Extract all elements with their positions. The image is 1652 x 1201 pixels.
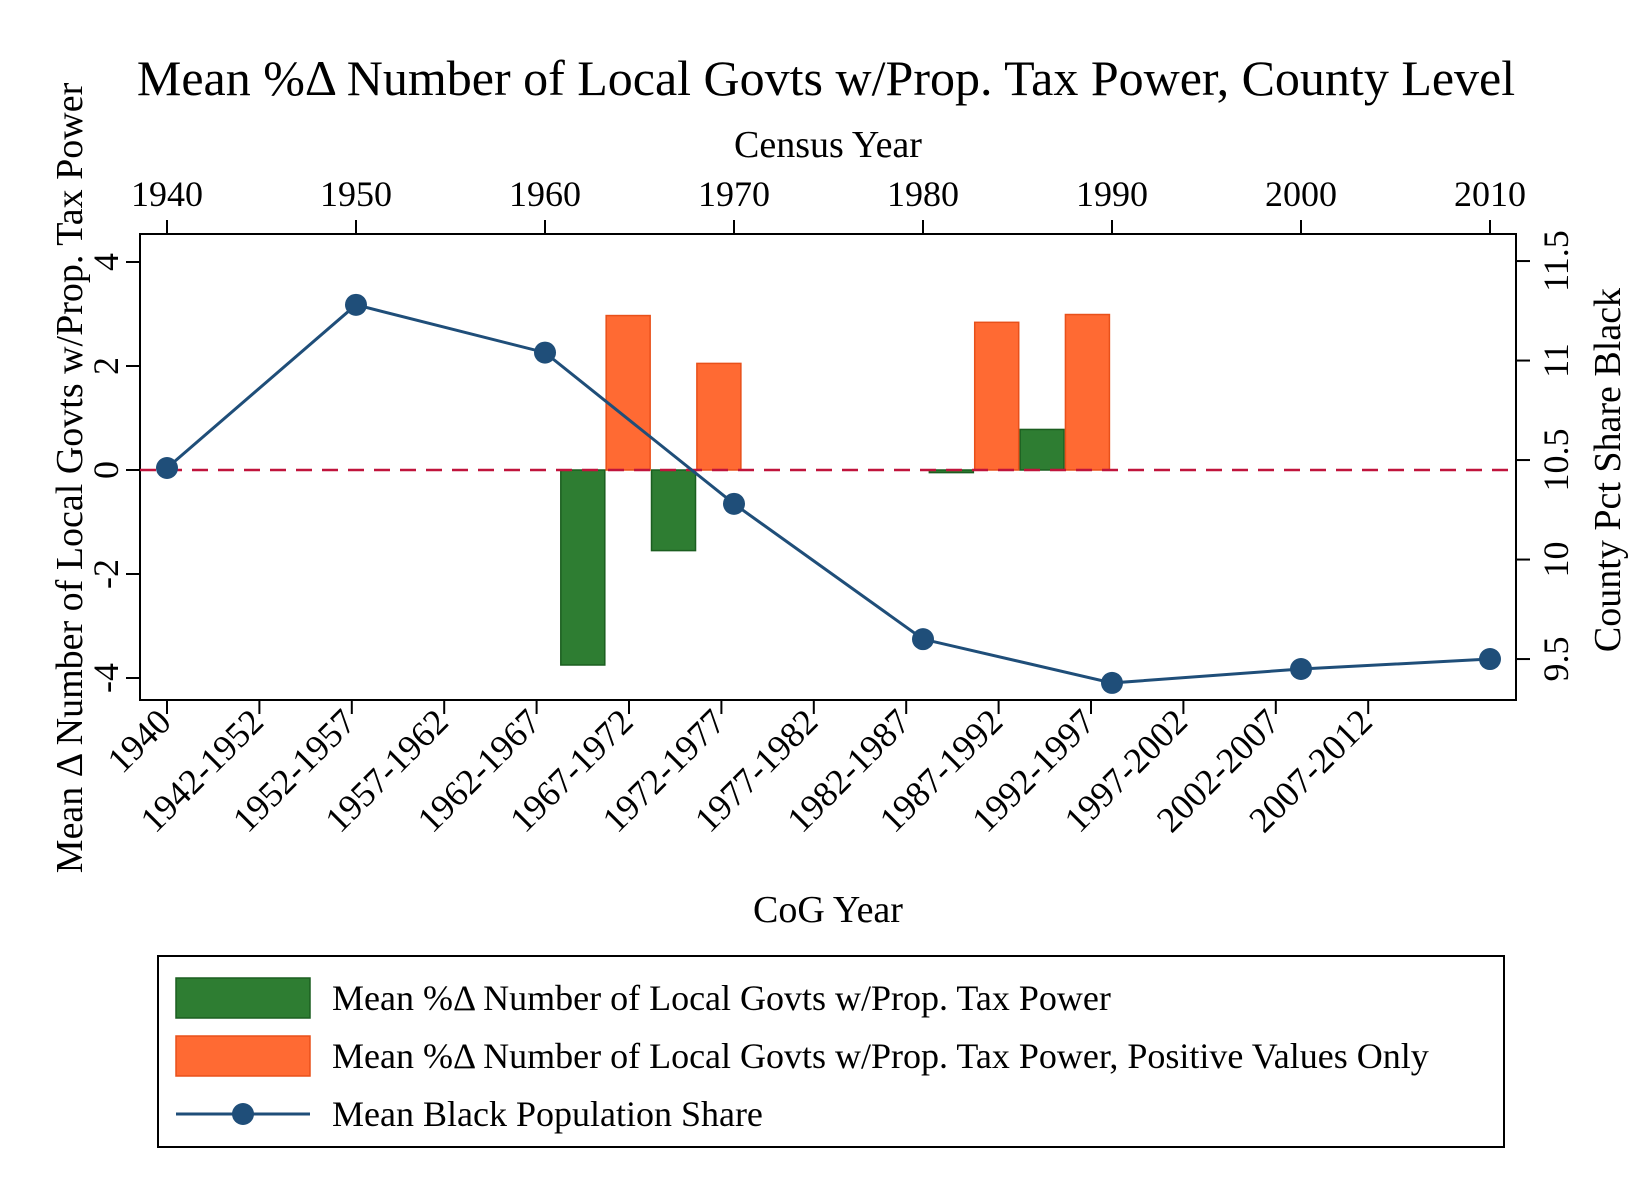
left-axis-title: Mean Δ Number of Local Govts w/Prop. Tax… xyxy=(49,82,91,873)
bar-orange xyxy=(1064,313,1111,471)
line-point xyxy=(1290,658,1312,680)
bar-orange xyxy=(605,314,651,471)
legend-box xyxy=(157,955,1505,1148)
left-axis-ticks: -4 -2 0 2 4 xyxy=(86,253,140,693)
left-tick-label: -2 xyxy=(86,559,126,589)
left-tick-label: 4 xyxy=(86,253,126,271)
bar-green xyxy=(1019,428,1065,471)
line-point xyxy=(723,492,745,515)
line-point xyxy=(1101,671,1123,694)
top-tick-label: 2010 xyxy=(1454,174,1526,214)
line-point xyxy=(345,293,367,316)
black-share-line-series xyxy=(156,293,1501,694)
right-tick-label: 9.5 xyxy=(1536,637,1576,682)
right-axis-title: County Pct Share Black xyxy=(1587,288,1629,652)
right-tick-label: 10.5 xyxy=(1536,429,1576,492)
bar-orange xyxy=(696,362,742,471)
bars-orange-series xyxy=(605,313,1111,471)
line-point xyxy=(912,628,934,651)
right-tick-label: 11 xyxy=(1536,343,1576,378)
line-point xyxy=(156,457,178,480)
legend-label: Mean Black Population Share xyxy=(332,1094,763,1134)
legend-label: Mean %Δ Number of Local Govts w/Prop. Ta… xyxy=(332,978,1111,1018)
top-tick-label: 2000 xyxy=(1265,174,1337,214)
left-tick-label: 0 xyxy=(86,461,126,479)
left-tick-label: -4 xyxy=(86,663,126,693)
bar-green xyxy=(560,469,606,666)
line-point xyxy=(1479,648,1501,671)
right-tick-label: 10 xyxy=(1536,542,1576,578)
legend: Mean %Δ Number of Local Govts w/Prop. Ta… xyxy=(175,977,1429,1134)
right-axis-ticks: 9.5 10 10.5 11 11.5 xyxy=(1516,230,1576,682)
bottom-axis-ticks: 19401942-19521952-19571957-19621962-1967… xyxy=(99,700,1380,840)
legend-swatch-green xyxy=(175,977,311,1019)
bar-green xyxy=(650,469,697,552)
bar-orange xyxy=(973,321,1020,471)
plot-frame xyxy=(139,233,1517,701)
top-axis-ticks: 1940 1950 1960 1970 1980 1990 2000 2010 xyxy=(131,174,1526,234)
top-tick-label: 1940 xyxy=(131,174,203,214)
legend-label: Mean %Δ Number of Local Govts w/Prop. Ta… xyxy=(332,1036,1429,1076)
top-tick-label: 1960 xyxy=(509,174,581,214)
top-tick-label: 1980 xyxy=(887,174,959,214)
x-axis-title: CoG Year xyxy=(753,889,903,931)
top-tick-label: 1950 xyxy=(320,174,392,214)
legend-swatch-orange xyxy=(175,1035,311,1077)
top-tick-label: 1970 xyxy=(698,174,770,214)
top-tick-label: 1990 xyxy=(1076,174,1148,214)
chart-title: Mean %Δ Number of Local Govts w/Prop. Ta… xyxy=(137,50,1515,106)
top-axis-title: Census Year xyxy=(734,124,922,166)
black-share-line xyxy=(166,303,1491,685)
right-tick-label: 11.5 xyxy=(1536,230,1576,292)
line-point xyxy=(534,341,556,364)
left-tick-label: 2 xyxy=(86,357,126,375)
legend-swatch-marker xyxy=(232,1103,254,1125)
